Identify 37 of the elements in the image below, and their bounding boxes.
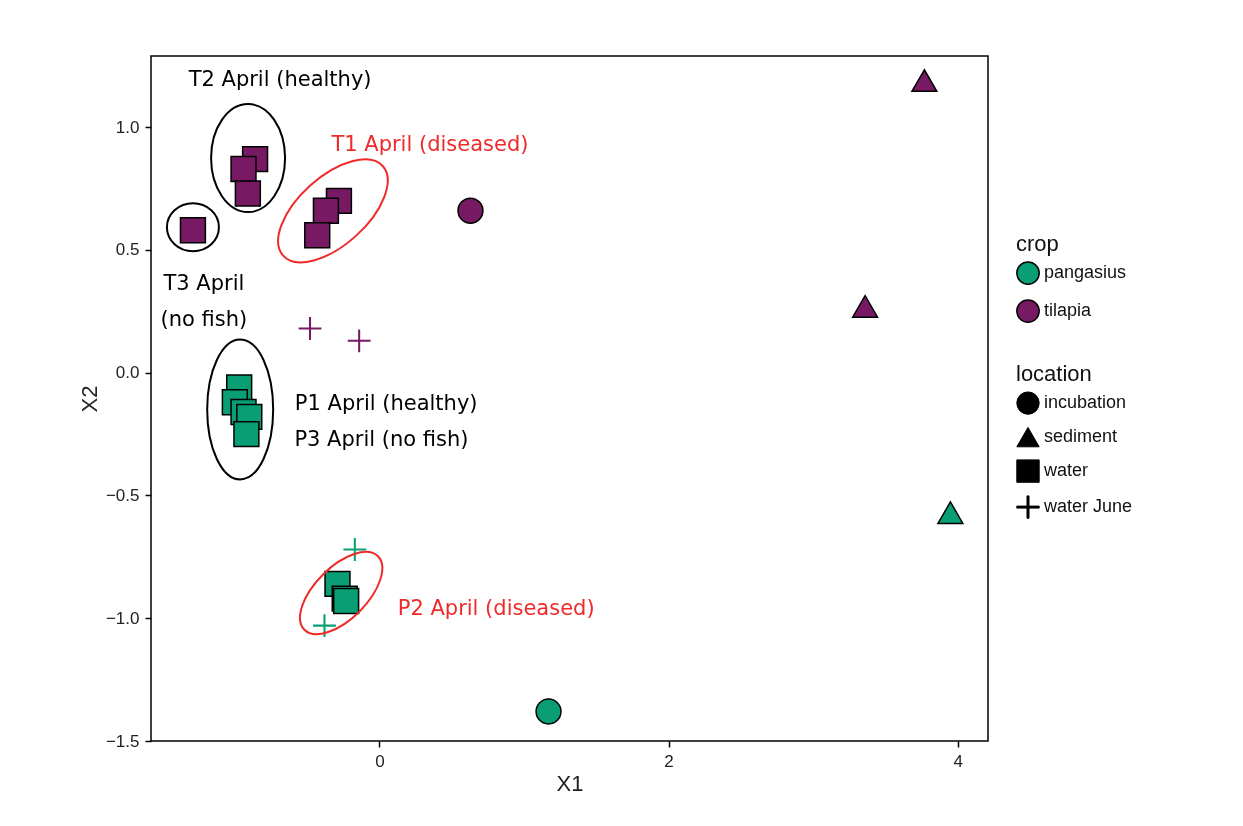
x-tick-label: 0: [375, 751, 385, 771]
point: [535, 698, 562, 725]
y-tick-label: −1.0: [105, 608, 140, 628]
point: [937, 501, 964, 525]
annotation: T3 April (no fish): [160, 271, 248, 332]
legend-label: tilapia: [1044, 300, 1093, 321]
point: [298, 317, 322, 340]
y-tick-label: 0.5: [115, 240, 140, 260]
point: [313, 614, 336, 638]
point: [851, 294, 879, 318]
x-tick-label: 4: [953, 751, 963, 771]
point: [343, 538, 367, 561]
x-tick-label: 2: [664, 751, 674, 771]
annotation: P3 April (no fish): [294, 427, 469, 452]
text: incubation: [1044, 392, 1127, 413]
annotation: P1 April (healthy): [294, 391, 478, 416]
y-tick-label: −0.5: [105, 485, 140, 505]
point: [234, 180, 262, 207]
y-tick-label: 0.0: [115, 363, 140, 383]
x-axis-title: X1: [556, 770, 584, 796]
text: water: [1043, 460, 1089, 481]
point: [304, 222, 331, 249]
point: [911, 69, 938, 93]
legend-title: crop: [1016, 231, 1059, 257]
y-tick-label: −1.5: [105, 731, 140, 751]
legend-label: pangasius: [1044, 262, 1127, 283]
annotation: T1 April (diseased): [330, 131, 529, 156]
point: [233, 420, 260, 448]
annotation: P2 April (diseased): [397, 596, 595, 621]
text: water June: [1043, 496, 1133, 517]
annotation: T2 April (healthy): [187, 67, 372, 92]
text: location: [1016, 361, 1092, 387]
point: [457, 197, 484, 224]
point: [347, 329, 371, 353]
y-tick-label: 1.0: [115, 117, 140, 137]
text: sediment: [1044, 426, 1118, 447]
y-axis-title: X2: [76, 385, 102, 413]
